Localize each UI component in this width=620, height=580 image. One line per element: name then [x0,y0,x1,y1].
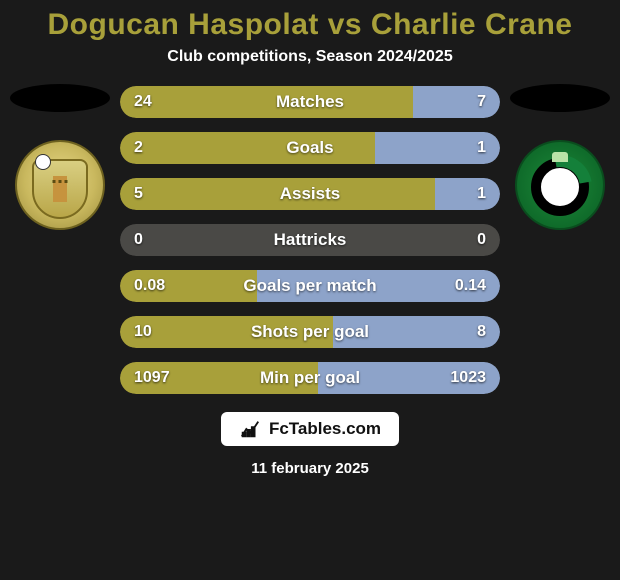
left-value: 2 [134,139,143,157]
brand-badge[interactable]: FcTables.com [221,412,399,446]
footer: FcTables.com 11 february 2025 [0,412,620,477]
left-value: 10 [134,323,152,341]
right-value: 7 [477,93,486,111]
right-bar-segment [333,316,500,348]
stat-bars: 247Matches21Goals51Assists00Hattricks0.0… [120,84,500,394]
stat-row: 00Hattricks [120,224,500,256]
left-value: 1097 [134,369,170,387]
right-bar-segment [435,178,500,210]
right-value: 1023 [450,369,486,387]
player-shadow [10,84,110,112]
left-bar-segment [120,86,413,118]
right-player-column [500,84,620,230]
player-shadow [510,84,610,112]
left-bar-segment [120,132,375,164]
page-title: Dogucan Haspolat vs Charlie Crane [0,8,620,42]
brand-text: FcTables.com [269,419,381,439]
right-bar-segment [413,86,500,118]
left-value: 0.08 [134,277,165,295]
left-value: 24 [134,93,152,111]
right-value: 0 [477,231,486,249]
chart-icon [239,418,261,440]
right-club-crest [515,140,605,230]
stat-row: 108Shots per goal [120,316,500,348]
stat-row: 0.080.14Goals per match [120,270,500,302]
neutral-bar [120,224,500,256]
date-text: 11 february 2025 [251,460,369,477]
stats-card: Dogucan Haspolat vs Charlie Crane Club c… [0,0,620,580]
right-value: 0.14 [455,277,486,295]
subtitle: Club competitions, Season 2024/2025 [0,48,620,66]
comparison-body: 247Matches21Goals51Assists00Hattricks0.0… [0,84,620,394]
stat-row: 21Goals [120,132,500,164]
stat-row: 10971023Min per goal [120,362,500,394]
left-club-crest [15,140,105,230]
stat-row: 51Assists [120,178,500,210]
right-value: 1 [477,185,486,203]
left-value: 5 [134,185,143,203]
left-player-column [0,84,120,230]
right-value: 1 [477,139,486,157]
left-value: 0 [134,231,143,249]
right-value: 8 [477,323,486,341]
left-bar-segment [120,178,435,210]
stat-row: 247Matches [120,86,500,118]
